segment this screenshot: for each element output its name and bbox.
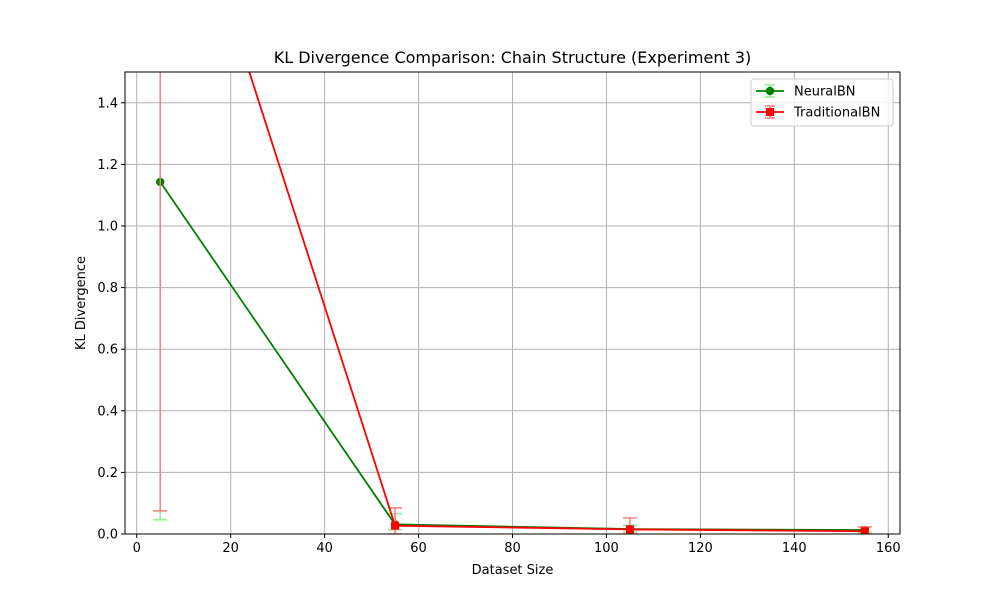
legend-entry-traditionalbn: TraditionalBN — [756, 105, 880, 121]
ticks: 0 20 40 60 80 100 120 140 160 0.0 0.2 0.4 0.6 0.8 1.0 1… — [97, 96, 900, 556]
legend-label: TraditionalBN — [793, 106, 880, 121]
data-point — [625, 525, 634, 534]
legend-entry-neuralbn: NeuralBN — [756, 84, 856, 100]
x-tick-label: 20 — [222, 541, 239, 556]
y-axis-label: KL Divergence — [74, 256, 89, 350]
series-line — [248, 72, 865, 533]
legend-marker — [765, 86, 775, 96]
y-tick-label: 0.2 — [97, 466, 118, 481]
x-tick-label: 60 — [410, 541, 427, 556]
x-tick-label: 100 — [594, 541, 619, 556]
legend-box — [750, 78, 894, 127]
x-tick-label: 140 — [782, 541, 807, 556]
y-tick-label: 1.0 — [97, 220, 118, 235]
legend-entries: NeuralBN TraditionalBN — [756, 84, 880, 121]
x-axis-label: Dataset Size — [472, 563, 554, 578]
x-tick-label: 0 — [133, 541, 141, 556]
series-traditionalbn — [153, 72, 872, 534]
data-point — [391, 521, 400, 530]
legend-marker — [766, 108, 774, 116]
y-tick-label: 0.4 — [97, 404, 118, 419]
data-point — [860, 527, 869, 534]
legend-label: NeuralBN — [794, 85, 856, 100]
y-tick-label: 0.8 — [97, 281, 118, 296]
legend: NeuralBN TraditionalBN — [750, 78, 894, 127]
x-tick-label: 40 — [316, 541, 333, 556]
chart-title: KL Divergence Comparison: Chain Structur… — [274, 48, 752, 67]
y-tick-label: 0.6 — [97, 343, 118, 358]
y-tick-label: 0.0 — [97, 528, 118, 543]
y-tick-label: 1.2 — [97, 158, 118, 173]
x-tick-label: 120 — [688, 541, 713, 556]
y-tick-label: 1.4 — [97, 96, 118, 111]
x-tick-label: 80 — [504, 541, 521, 556]
series-layer — [153, 72, 872, 534]
x-tick-label: 160 — [876, 541, 901, 556]
